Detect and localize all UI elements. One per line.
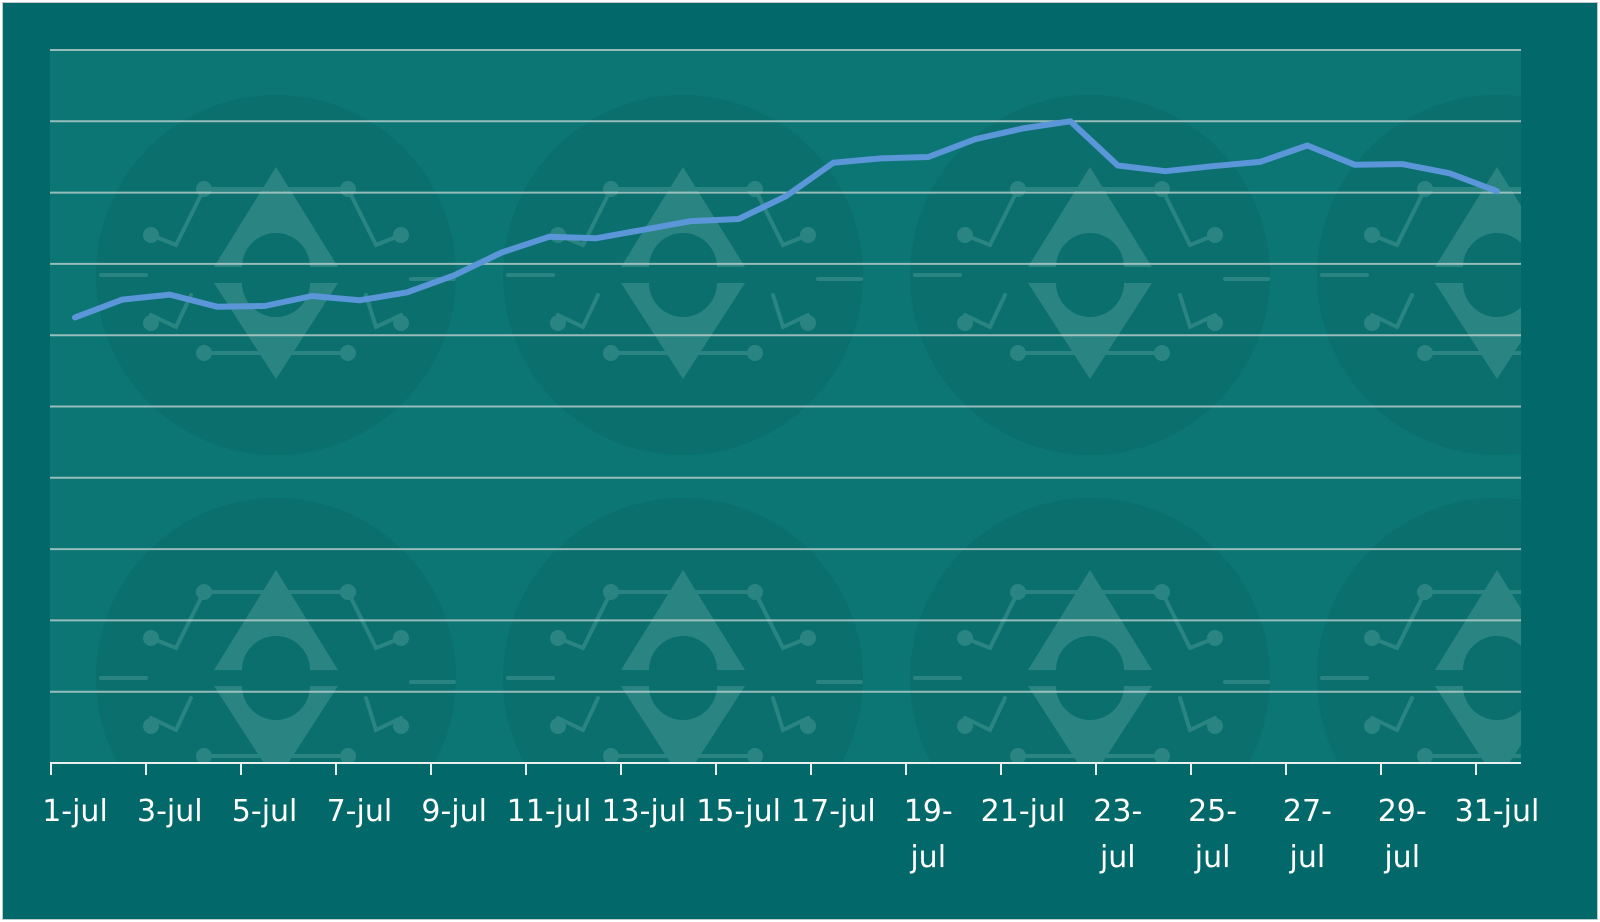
data-point xyxy=(593,235,599,241)
watermark-logo xyxy=(96,95,456,455)
data-point xyxy=(973,136,979,142)
x-tick-label: 21-jul xyxy=(981,794,1066,829)
data-point xyxy=(72,314,78,320)
data-point xyxy=(1399,161,1405,167)
series-layer xyxy=(72,118,1500,321)
x-tick-label: 13-jul xyxy=(601,794,686,829)
data-point xyxy=(1304,143,1310,149)
data-point xyxy=(499,249,505,255)
data-point xyxy=(404,289,410,295)
data-point xyxy=(1162,168,1168,174)
data-point xyxy=(1020,125,1026,131)
data-point xyxy=(1210,163,1216,169)
data-point xyxy=(783,193,789,199)
data-point xyxy=(736,216,742,222)
x-tick-label: 11-jul xyxy=(507,794,592,829)
data-point xyxy=(925,154,931,160)
data-point xyxy=(309,293,315,299)
x-tick-label: 3-jul xyxy=(137,794,203,829)
x-tick-label: 25-jul xyxy=(1188,794,1237,875)
x-tick-label: 9-jul xyxy=(421,794,487,829)
data-point xyxy=(119,297,125,303)
x-tick-label: 31-jul xyxy=(1455,794,1540,829)
x-tick-label: 19-jul xyxy=(904,794,953,875)
data-point xyxy=(878,155,884,161)
x-tick-label: 7-jul xyxy=(327,794,393,829)
x-tick-label: 27-jul xyxy=(1283,794,1332,875)
x-axis xyxy=(50,762,1521,775)
watermark-logo xyxy=(503,498,863,763)
watermark-pattern xyxy=(96,95,1521,763)
x-tick-label: 5-jul xyxy=(232,794,298,829)
x-tick-label: 23-jul xyxy=(1093,794,1142,875)
data-point xyxy=(1352,162,1358,168)
x-tick-label: 29-jul xyxy=(1378,794,1427,875)
data-point xyxy=(167,292,173,298)
watermark-logo xyxy=(910,95,1270,455)
data-point xyxy=(688,218,694,224)
data-point xyxy=(1494,188,1500,194)
gridlines xyxy=(50,49,1521,693)
watermark-logo xyxy=(503,95,863,455)
watermark-logo xyxy=(96,498,456,763)
data-point xyxy=(546,234,552,240)
data-point xyxy=(1115,163,1121,169)
x-tick-label: 15-jul xyxy=(696,794,781,829)
data-point xyxy=(451,272,457,278)
watermark-logo xyxy=(1317,95,1521,455)
data-point xyxy=(356,297,362,303)
watermark-logo xyxy=(910,498,1270,763)
data-point xyxy=(830,160,836,166)
data-point xyxy=(262,303,268,309)
x-tick-label: 17-jul xyxy=(791,794,876,829)
data-point xyxy=(1257,159,1263,165)
data-point xyxy=(1067,118,1073,124)
line-chart: 1-jul 3-jul 5-jul 7-jul 9-jul 11-jul 13-jul 15-… xyxy=(42,49,1539,875)
x-tick-label: 1-jul xyxy=(42,794,108,829)
data-point xyxy=(1447,170,1453,176)
watermark-logo xyxy=(1317,498,1521,763)
data-point xyxy=(641,227,647,233)
data-point xyxy=(214,304,220,310)
x-tick-labels: 1-jul 3-jul 5-jul 7-jul 9-jul 11-jul 13-jul 15-… xyxy=(42,794,1539,875)
